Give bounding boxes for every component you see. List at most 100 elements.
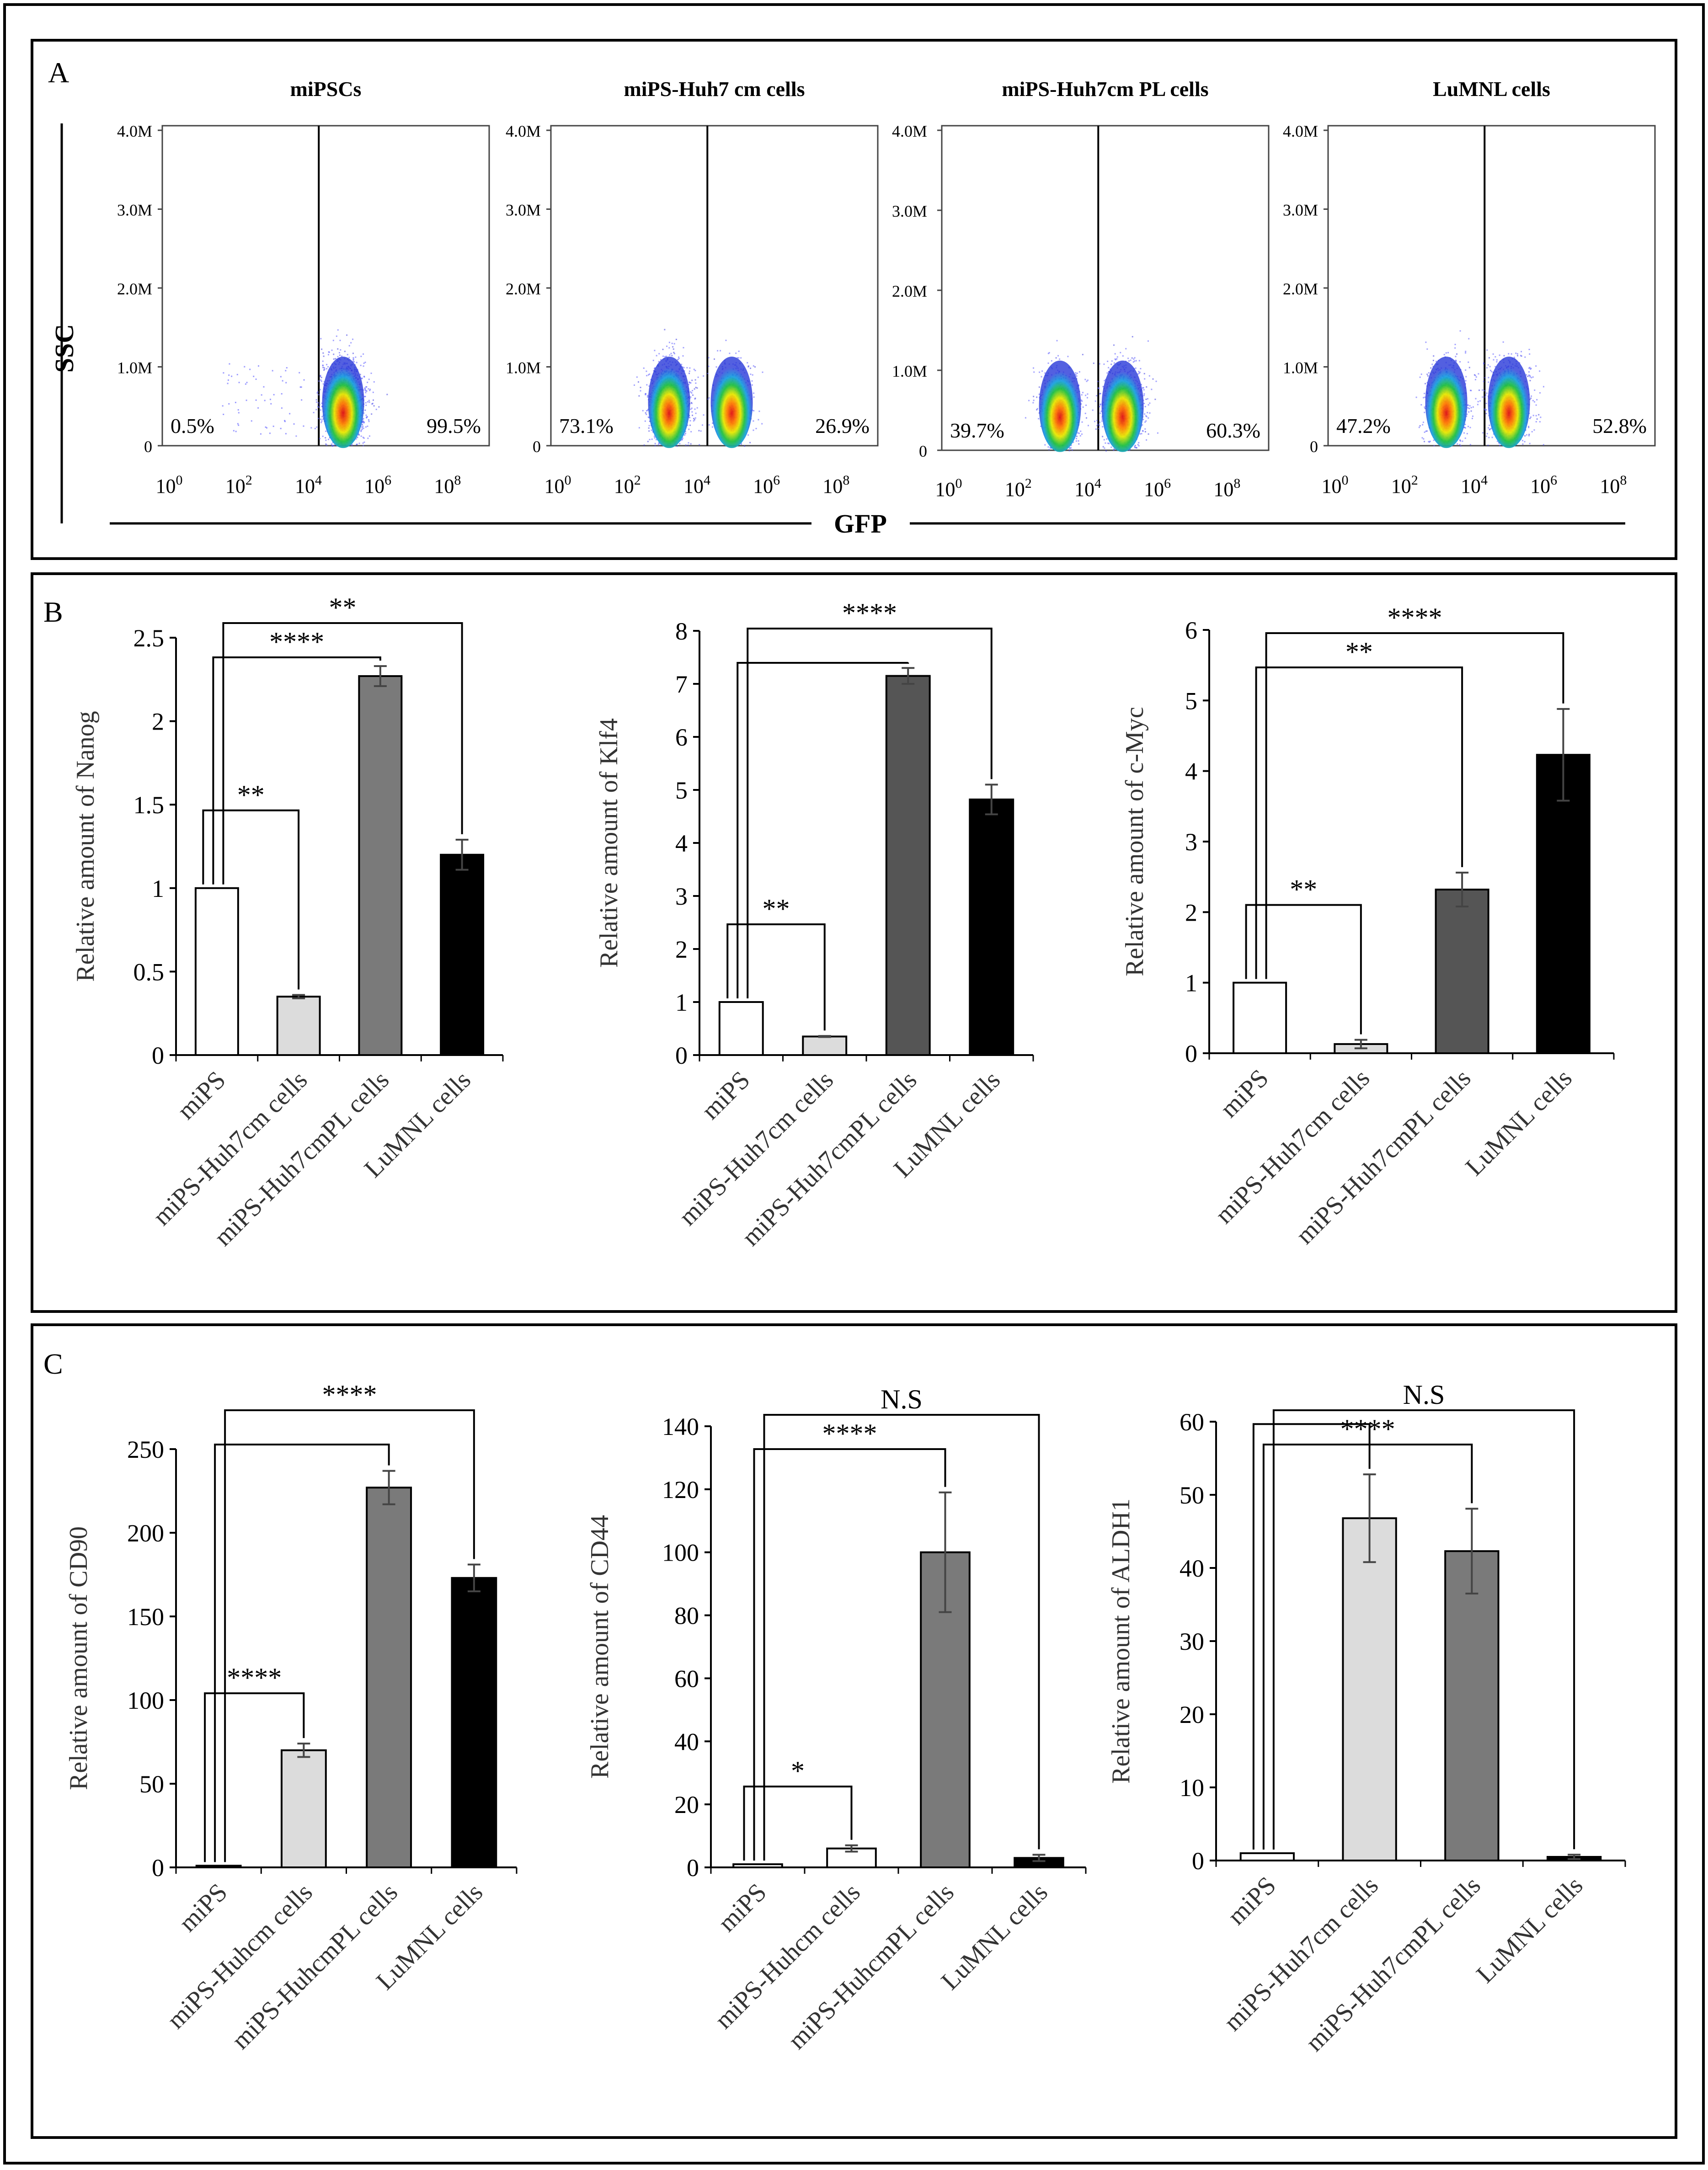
- scatter-point: [1475, 375, 1476, 376]
- scatter-point: [322, 436, 324, 437]
- scatter-point: [359, 443, 360, 444]
- scatter-point: [1025, 417, 1026, 419]
- flow-ytick-label: 3.0M: [1283, 201, 1318, 219]
- scatter-point: [1092, 410, 1094, 411]
- scatter-point: [753, 420, 754, 421]
- scatter-point: [1138, 445, 1140, 447]
- scatter-point: [750, 368, 751, 369]
- scatter-point: [1428, 372, 1430, 373]
- scatter-point: [691, 402, 692, 403]
- scatter-point: [1087, 379, 1089, 381]
- scatter-point: [1115, 353, 1116, 354]
- scatter-point: [1470, 390, 1472, 391]
- flow-ytick-label: 1.0M: [1283, 359, 1318, 377]
- scatter-point: [367, 401, 368, 402]
- scatter-point: [1107, 361, 1108, 362]
- scatter-point: [1425, 431, 1427, 432]
- scatter-point: [698, 377, 699, 378]
- scatter-point: [685, 433, 686, 434]
- scatter-point: [1424, 432, 1425, 433]
- scatter-point: [1424, 412, 1425, 413]
- scatter-point: [1469, 367, 1470, 368]
- scatter-point: [1153, 379, 1154, 380]
- scatter-point: [738, 357, 740, 358]
- scatter-point: [333, 354, 334, 355]
- scatter-point: [1128, 360, 1130, 362]
- scatter-point: [319, 438, 320, 439]
- scatter-point: [363, 437, 365, 439]
- scatter-point: [223, 414, 224, 415]
- scatter-point: [322, 352, 324, 354]
- scatter-point: [686, 367, 688, 368]
- scatter-point: [753, 430, 754, 431]
- scatter-point: [1468, 411, 1469, 413]
- scatter-point: [1157, 432, 1158, 434]
- scatter-point: [239, 382, 240, 383]
- flow-ytick-label: 0: [533, 437, 541, 456]
- scatter-point: [289, 413, 290, 414]
- scatter-point: [386, 394, 388, 395]
- scatter-point: [369, 435, 370, 437]
- scatter-point: [636, 376, 638, 378]
- scatter-point: [1465, 380, 1467, 381]
- flow-xtick-label: 100: [1322, 473, 1349, 497]
- scatter-point: [349, 345, 350, 347]
- scatter-point: [1154, 399, 1156, 400]
- scatter-point: [231, 376, 232, 377]
- scatter-point: [1108, 443, 1110, 444]
- scatter-point: [363, 418, 364, 419]
- scatter-point: [695, 413, 697, 414]
- scatter-point: [1097, 381, 1099, 382]
- scatter-point: [270, 403, 272, 405]
- scatter-point: [653, 360, 654, 361]
- flow-ytick-label: 3.0M: [892, 202, 927, 220]
- scatter-point: [353, 361, 355, 363]
- scatter-point: [1094, 421, 1095, 422]
- scatter-point: [1099, 421, 1100, 423]
- scatter-point: [655, 443, 656, 444]
- scatter-point: [313, 412, 315, 413]
- scatter-point: [1419, 427, 1420, 428]
- scatter-point: [280, 428, 282, 429]
- scatter-point: [645, 412, 646, 414]
- scatter-point: [1468, 338, 1469, 339]
- scatter-point: [265, 427, 267, 428]
- scatter-point: [707, 373, 709, 374]
- scatter-point: [337, 348, 338, 350]
- scatter-point: [694, 409, 696, 410]
- scatter-point: [694, 398, 696, 400]
- scatter-point: [690, 396, 691, 398]
- scatter-point: [263, 386, 264, 388]
- scatter-point: [362, 424, 363, 425]
- scatter-point: [1145, 431, 1146, 432]
- scatter-point: [1447, 352, 1449, 353]
- scatter-point: [712, 427, 713, 428]
- scatter-point: [1142, 430, 1143, 432]
- scatter-point: [1423, 421, 1424, 423]
- scatter-point: [682, 355, 683, 357]
- scatter-point: [235, 431, 237, 432]
- scatter-point: [1143, 387, 1144, 389]
- scatter-point: [669, 354, 670, 356]
- scatter-point: [692, 395, 694, 396]
- scatter-point: [367, 426, 368, 427]
- flow-ytick-label: 2.0M: [892, 282, 927, 300]
- scatter-point: [1081, 433, 1083, 435]
- scatter-point: [1424, 406, 1425, 408]
- scatter-point: [256, 400, 257, 401]
- scatter-point: [1475, 379, 1476, 380]
- scatter-point: [1080, 431, 1081, 432]
- scatter-point: [246, 400, 247, 401]
- scatter-point: [1144, 378, 1145, 379]
- flow-ytick-label: 0: [144, 437, 152, 456]
- scatter-point: [664, 356, 666, 357]
- scatter-point: [333, 358, 335, 360]
- scatter-point: [1103, 363, 1105, 365]
- scatter-point: [695, 383, 696, 384]
- flow-ytick-label: 2.0M: [117, 280, 152, 298]
- scatter-point: [694, 388, 695, 389]
- scatter-point: [697, 407, 698, 409]
- flow-xtick-label: 102: [614, 473, 641, 497]
- scatter-point: [671, 355, 673, 356]
- scatter-point: [639, 427, 640, 428]
